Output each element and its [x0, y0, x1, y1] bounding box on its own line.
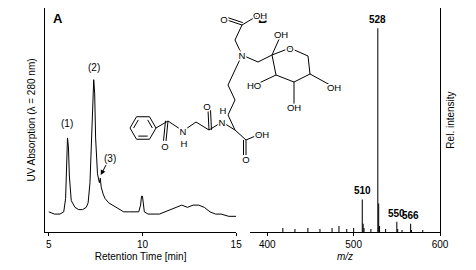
svg-text:600: 600	[432, 239, 449, 250]
svg-text:(3): (3)	[104, 153, 116, 164]
svg-text:400: 400	[259, 239, 276, 250]
svg-text:B: B	[258, 11, 267, 26]
svg-text:Rel. intensity: Rel. intensity	[445, 91, 456, 148]
svg-text:O: O	[286, 43, 293, 54]
svg-text:H: H	[181, 138, 188, 149]
svg-text:N: N	[219, 117, 226, 128]
svg-text:5: 5	[46, 239, 52, 250]
svg-text:10: 10	[137, 239, 149, 250]
svg-text:(1): (1)	[61, 118, 73, 129]
svg-text:566: 566	[402, 210, 419, 221]
svg-text:500: 500	[345, 239, 362, 250]
svg-text:N: N	[180, 126, 187, 137]
svg-text:m/z: m/z	[337, 251, 353, 262]
svg-text:15: 15	[231, 239, 243, 250]
svg-text:OH: OH	[253, 10, 267, 21]
svg-text:528: 528	[369, 14, 386, 25]
svg-text:(2): (2)	[88, 62, 100, 73]
svg-text:HO: HO	[247, 80, 261, 91]
svg-text:H: H	[220, 105, 227, 116]
svg-text:OH: OH	[255, 129, 269, 140]
svg-text:O: O	[161, 141, 168, 152]
svg-text:O: O	[242, 154, 249, 165]
svg-text:OH: OH	[287, 102, 301, 113]
svg-text:Retention Time [min]: Retention Time [min]	[95, 251, 187, 262]
svg-text:A: A	[53, 11, 63, 26]
svg-text:550: 550	[388, 208, 405, 219]
svg-text:UV Absorption (λ = 280 nm): UV Absorption (λ = 280 nm)	[26, 58, 37, 181]
svg-text:O: O	[220, 14, 227, 25]
svg-text:510: 510	[354, 185, 371, 196]
svg-text:OH: OH	[327, 82, 341, 93]
svg-text:N: N	[239, 50, 246, 61]
svg-text:OH: OH	[274, 29, 288, 40]
svg-text:O: O	[203, 101, 210, 112]
